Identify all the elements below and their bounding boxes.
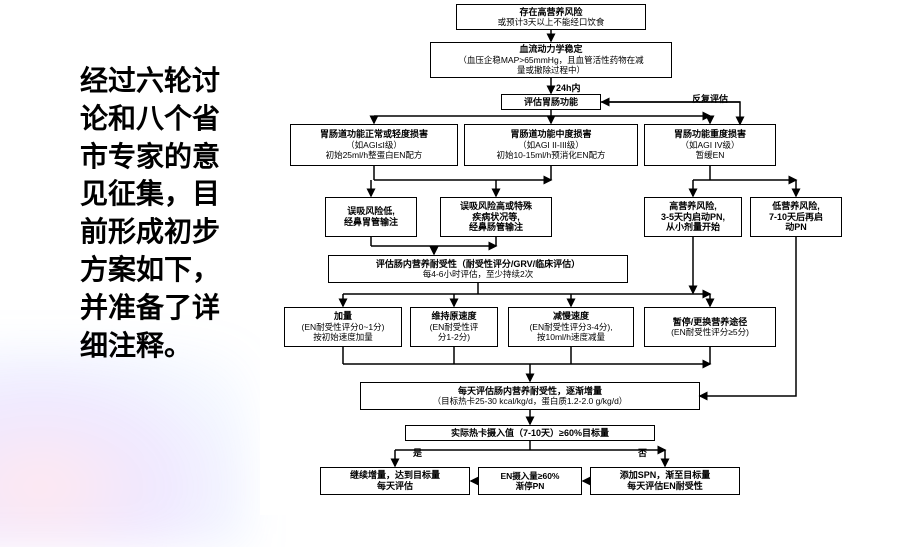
- n8-s: （目标热卡25-30 kcal/kg/d，蛋白质1.2-2.0 g/kg/d）: [433, 396, 628, 406]
- node-hemodynamic: 血流动力学稳定 （血压企稳MAP>65mmHg，且血管活性药物在减 量或撤除过程…: [430, 42, 672, 78]
- node-risk-sub: 或预计3天以上不能经口饮食: [498, 17, 605, 27]
- n7d-t: 暂停/更换营养途径: [673, 317, 748, 328]
- n4c-s: （如AGI IV级） 暂缓EN: [680, 140, 739, 160]
- n6-t: 评估肠内营养耐受性（耐受性评分/GRV/临床评估）: [376, 259, 580, 270]
- node-gi-title: 评估胃肠功能: [524, 97, 578, 108]
- flowchart-container: 存在高营养风险 或预计3天以上不能经口饮食 血流动力学稳定 （血压企稳MAP>6…: [260, 2, 910, 515]
- node-maintain: 维持原速度 (EN耐受性评 分1-2分): [410, 307, 498, 347]
- node-risk: 存在高营养风险 或预计3天以上不能经口饮食: [456, 4, 646, 30]
- node-gi-assess: 评估胃肠功能: [501, 94, 601, 110]
- node-continue: 继续增量，达到目标量 每天评估: [320, 467, 470, 495]
- label-yes: 是: [413, 446, 422, 459]
- n5c-t: 高营养风险, 3-5天内启动PN, 从小剂量开始: [661, 201, 725, 233]
- node-daily-assess: 每天评估肠内营养耐受性，逐渐增量 （目标热卡25-30 kcal/kg/d，蛋白…: [360, 382, 700, 410]
- n7a-t: 加量: [334, 311, 352, 322]
- node-gi-moderate: 胃肠道功能中度损害 （如AGI II-III级） 初始10-15ml/h预消化E…: [464, 124, 638, 166]
- node-low-nutr-risk: 低营养风险, 7-10天后再启 动PN: [750, 197, 842, 237]
- n6-s: 每4-6小时评估，至少持续2次: [423, 269, 534, 279]
- node-increase: 加量 (EN耐受性评分0~1分) 按初始速度加量: [284, 307, 402, 347]
- n7c-s: (EN耐受性评分3-4分), 按10ml/h速度减量: [529, 322, 612, 342]
- node-high-nutr-risk: 高营养风险, 3-5天内启动PN, 从小剂量开始: [644, 197, 742, 237]
- n9-t: 实际热卡摄入值（7-10天）≥60%目标量: [451, 428, 609, 439]
- node-gi-normal: 胃肠道功能正常或轻度损害 （如AGI≤I级） 初始25ml/h整蛋白EN配方: [290, 124, 458, 166]
- n10a-t: 继续增量，达到目标量 每天评估: [350, 470, 440, 492]
- node-add-spn: 添加SPN，渐至目标量 每天评估EN耐受性: [590, 467, 740, 495]
- n5b-t: 误吸风险高或特殊 疾病状况等, 经鼻肠管输注: [460, 201, 532, 233]
- n5a-t: 误吸风险低, 经鼻胃管输注: [344, 206, 398, 228]
- side-description: 经过六轮讨论和八个省市专家的意见征集，目前形成初步方案如下，并准备了详细注释。: [80, 62, 230, 364]
- n4b-t: 胃肠道功能中度损害: [510, 129, 591, 140]
- node-hemo-sub: （血压企稳MAP>65mmHg，且血管活性药物在减 量或撤除过程中）: [458, 55, 643, 75]
- n10b-t: 添加SPN，渐至目标量 每天评估EN耐受性: [620, 470, 711, 492]
- node-pause: 暂停/更换营养途径 (EN耐受性评分≥5分): [644, 307, 776, 347]
- n7a-s: (EN耐受性评分0~1分) 按初始速度加量: [302, 322, 385, 342]
- n7b-t: 维持原速度: [431, 311, 476, 322]
- n7d-s: (EN耐受性评分≥5分): [671, 327, 749, 337]
- node-tolerance-assess: 评估肠内营养耐受性（耐受性评分/GRV/临床评估） 每4-6小时评估，至少持续2…: [328, 255, 628, 283]
- node-hemo-title: 血流动力学稳定: [519, 44, 582, 55]
- label-24h: 24h内: [556, 81, 581, 94]
- node-gi-severe: 胃肠功能重度损害 （如AGI IV级） 暂缓EN: [644, 124, 776, 166]
- node-stop-pn: EN摄入量≥60% 渐停PN: [478, 467, 582, 495]
- node-decrease: 减慢速度 (EN耐受性评分3-4分), 按10ml/h速度减量: [508, 307, 634, 347]
- node-low-aspir: 误吸风险低, 经鼻胃管输注: [325, 197, 417, 237]
- node-target: 实际热卡摄入值（7-10天）≥60%目标量: [405, 425, 655, 441]
- n4b-s: （如AGI II-III级） 初始10-15ml/h预消化EN配方: [496, 140, 605, 160]
- node-high-aspir: 误吸风险高或特殊 疾病状况等, 经鼻肠管输注: [440, 197, 552, 237]
- node-risk-title: 存在高营养风险: [519, 7, 582, 18]
- n5d-t: 低营养风险, 7-10天后再启 动PN: [769, 201, 823, 233]
- n8-t: 每天评估肠内营养耐受性，逐渐增量: [458, 386, 602, 397]
- label-no: 否: [638, 446, 647, 459]
- n4a-s: （如AGI≤I级） 初始25ml/h整蛋白EN配方: [326, 140, 423, 160]
- n7b-s: (EN耐受性评 分1-2分): [430, 322, 479, 342]
- n7c-t: 减慢速度: [553, 311, 589, 322]
- label-repeat: 反复评估: [692, 92, 728, 105]
- n4c-t: 胃肠功能重度损害: [674, 129, 746, 140]
- n4a-t: 胃肠道功能正常或轻度损害: [320, 129, 428, 140]
- n10m-t: EN摄入量≥60% 渐停PN: [501, 471, 560, 491]
